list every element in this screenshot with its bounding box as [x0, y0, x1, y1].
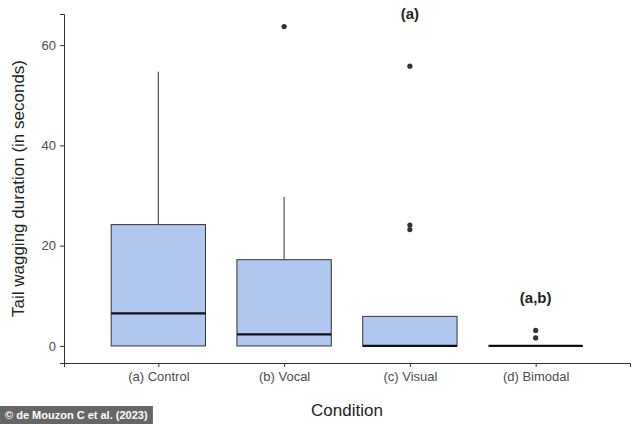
box-group: [111, 72, 205, 346]
upper-whisker: [158, 72, 159, 225]
box-group: [237, 24, 331, 346]
annotation: (a,b): [520, 289, 552, 306]
upper-whisker: [284, 197, 285, 260]
x-tick-label: (d) Bimodal: [503, 369, 570, 384]
x-tick-label: (b) Vocal: [259, 369, 310, 384]
y-tick-label: 60: [42, 38, 56, 53]
box-group: [489, 328, 583, 346]
median: [363, 345, 457, 347]
y-tick: 40: [42, 138, 64, 153]
y-tick-label: 40: [42, 138, 56, 153]
source-credit: © de Mouzon C et al. (2023): [0, 406, 153, 424]
box: [363, 316, 457, 346]
y-tick-mark: [60, 246, 64, 247]
plot-marks: [111, 24, 583, 346]
y-tick: 60: [42, 38, 64, 53]
y-tick-mark: [60, 45, 64, 46]
x-axis-title: Condition: [311, 401, 383, 420]
chart: 0 20 40 60 (a) Control (b) Vocal (c) Visual (d)…: [0, 0, 634, 424]
x-tick: (c) Visual: [383, 363, 437, 384]
box: [489, 345, 583, 346]
y-tick-mark: [60, 346, 64, 347]
y-axis: 0 20 40 60: [42, 15, 65, 364]
y-tick-label: 20: [42, 238, 56, 253]
x-axis-line: [65, 364, 631, 368]
outlier: [533, 328, 538, 333]
y-tick: 0: [49, 339, 64, 354]
source-text: © de Mouzon C et al. (2023): [5, 409, 148, 421]
y-axis-title: Tail wagging duration (in seconds): [9, 60, 28, 317]
x-tick-mark: [284, 363, 285, 367]
x-tick-mark: [536, 363, 537, 367]
box: [111, 225, 205, 346]
x-axis: (a) Control (b) Vocal (c) Visual (d) Bimoda…: [65, 363, 631, 384]
y-tick: 20: [42, 238, 64, 253]
annotation: (a): [401, 5, 419, 22]
outlier: [407, 64, 412, 69]
box-group: [363, 64, 457, 346]
y-tick-label: 0: [49, 339, 56, 354]
x-tick: (a) Control: [128, 363, 190, 384]
median: [111, 312, 205, 314]
outlier: [407, 223, 412, 228]
source-background: [0, 406, 153, 424]
outlier: [282, 24, 287, 29]
x-tick: (b) Vocal: [259, 363, 310, 384]
outlier: [407, 227, 412, 232]
x-tick-mark: [410, 363, 411, 367]
y-axis-line: [60, 15, 65, 364]
outlier: [533, 335, 538, 340]
y-tick-mark: [60, 145, 64, 146]
median: [237, 333, 331, 335]
x-tick-mark: [158, 363, 159, 367]
box: [237, 260, 331, 346]
x-tick: (d) Bimodal: [503, 363, 570, 384]
x-tick-label: (a) Control: [128, 369, 190, 384]
median: [489, 345, 583, 347]
x-tick-label: (c) Visual: [383, 369, 437, 384]
